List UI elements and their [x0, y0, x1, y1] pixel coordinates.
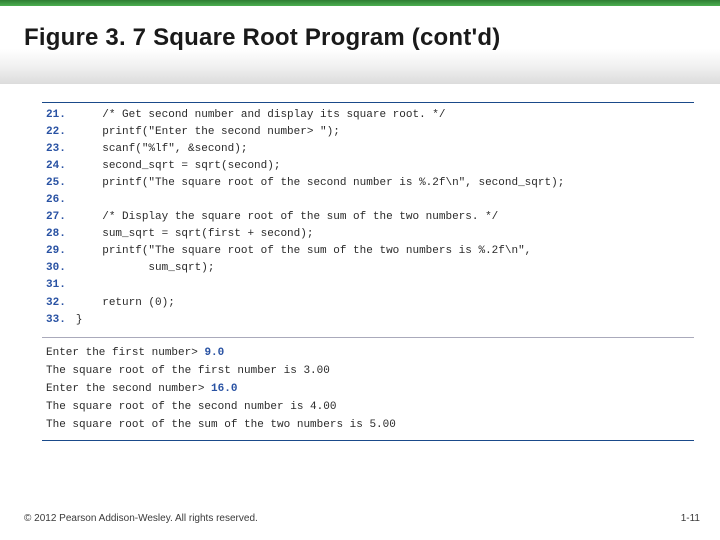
code-line: sum_sqrt = sqrt(first + second); — [76, 226, 564, 243]
code-listing: 21.22.23.24.25.26.27.28.29.30.31.32.33. … — [42, 103, 694, 335]
line-number: 27. — [46, 209, 66, 226]
output-text: Enter the second number> — [46, 383, 211, 395]
figure-title: Figure 3. 7 Square Root Program (cont'd) — [24, 24, 696, 52]
line-number: 26. — [46, 192, 66, 209]
code-line: second_sqrt = sqrt(second); — [76, 158, 564, 175]
code-line: printf("The square root of the second nu… — [76, 175, 564, 192]
copyright-footer: © 2012 Pearson Addison-Wesley. All right… — [24, 513, 258, 524]
line-number: 33. — [46, 312, 66, 329]
output-text: Enter the first number> — [46, 347, 204, 359]
output-line: The square root of the sum of the two nu… — [46, 416, 690, 434]
code-line: sum_sqrt); — [76, 260, 564, 277]
output-line: The square root of the first number is 3… — [46, 362, 690, 380]
code-column: /* Get second number and display its squ… — [76, 107, 564, 329]
line-number: 29. — [46, 243, 66, 260]
line-number: 24. — [46, 158, 66, 175]
title-area: Figure 3. 7 Square Root Program (cont'd) — [0, 6, 720, 84]
code-line — [76, 277, 564, 294]
line-number: 22. — [46, 124, 66, 141]
program-output: Enter the first number> 9.0 The square ro… — [42, 344, 694, 442]
line-number: 21. — [46, 107, 66, 124]
code-line — [76, 192, 564, 209]
line-number: 30. — [46, 260, 66, 277]
line-number: 28. — [46, 226, 66, 243]
output-line: Enter the first number> 9.0 — [46, 344, 690, 362]
output-text: The square root of the sum of the two nu… — [46, 419, 396, 431]
page-number: 1-11 — [681, 513, 700, 524]
code-line: return (0); — [76, 295, 564, 312]
code-line: printf("The square root of the sum of th… — [76, 243, 564, 260]
line-number: 31. — [46, 277, 66, 294]
code-line: printf("Enter the second number> "); — [76, 124, 564, 141]
output-line: The square root of the second number is … — [46, 398, 690, 416]
line-number-gutter: 21.22.23.24.25.26.27.28.29.30.31.32.33. — [46, 107, 76, 329]
line-number: 25. — [46, 175, 66, 192]
line-number: 23. — [46, 141, 66, 158]
output-text: The square root of the second number is … — [46, 401, 336, 413]
line-number: 32. — [46, 295, 66, 312]
code-line: /* Get second number and display its squ… — [76, 107, 564, 124]
code-line: scanf("%lf", &second); — [76, 141, 564, 158]
output-text: The square root of the first number is 3… — [46, 365, 330, 377]
user-input: 16.0 — [211, 383, 237, 395]
user-input: 9.0 — [204, 347, 224, 359]
code-line: /* Display the square root of the sum of… — [76, 209, 564, 226]
output-line: Enter the second number> 16.0 — [46, 380, 690, 398]
code-line: } — [76, 312, 564, 329]
code-output-divider — [42, 337, 694, 338]
figure-block: 21.22.23.24.25.26.27.28.29.30.31.32.33. … — [42, 102, 694, 441]
